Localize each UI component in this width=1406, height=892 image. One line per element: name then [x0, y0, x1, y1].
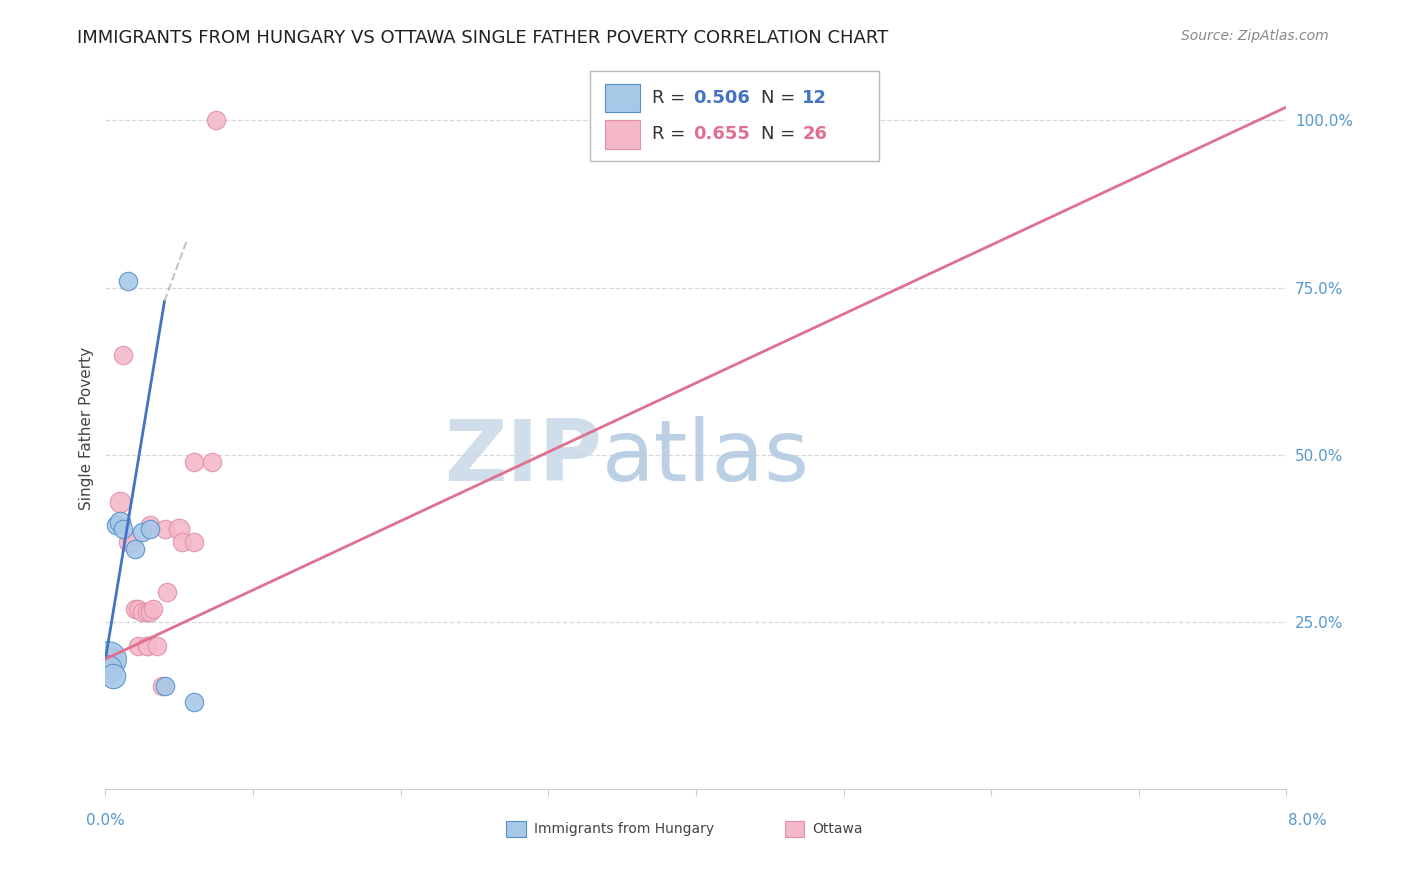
- Point: [146, 639, 169, 653]
- Point: [112, 521, 135, 535]
- Point: [150, 679, 173, 693]
- Point: [97, 652, 120, 666]
- Point: [142, 602, 165, 616]
- Text: 0.0%: 0.0%: [86, 814, 125, 828]
- Text: Source: ZipAtlas.com: Source: ZipAtlas.com: [1181, 29, 1329, 43]
- Point: [97, 662, 120, 676]
- Point: [101, 648, 124, 663]
- Text: Immigrants from Hungary: Immigrants from Hungary: [534, 822, 714, 836]
- Point: [183, 696, 205, 710]
- Point: [121, 535, 143, 549]
- Point: [101, 669, 124, 683]
- Point: [110, 494, 132, 508]
- Text: atlas: atlas: [602, 416, 810, 499]
- Point: [183, 535, 205, 549]
- Point: [124, 602, 146, 616]
- Point: [127, 639, 149, 653]
- Point: [104, 518, 127, 533]
- FancyBboxPatch shape: [605, 84, 641, 112]
- Point: [156, 585, 179, 599]
- Text: 0.655: 0.655: [693, 125, 751, 143]
- Point: [127, 602, 149, 616]
- Point: [153, 521, 176, 535]
- Text: 12: 12: [803, 89, 827, 107]
- Point: [172, 535, 194, 549]
- Text: R =: R =: [652, 89, 692, 107]
- Point: [124, 541, 146, 556]
- Point: [117, 535, 139, 549]
- Text: 0.506: 0.506: [693, 89, 751, 107]
- Y-axis label: Single Father Poverty: Single Father Poverty: [79, 347, 94, 509]
- Point: [131, 524, 153, 539]
- Text: 8.0%: 8.0%: [1288, 814, 1327, 828]
- Point: [110, 515, 132, 529]
- Text: IMMIGRANTS FROM HUNGARY VS OTTAWA SINGLE FATHER POVERTY CORRELATION CHART: IMMIGRANTS FROM HUNGARY VS OTTAWA SINGLE…: [77, 29, 889, 46]
- Point: [117, 274, 139, 288]
- Point: [135, 639, 157, 653]
- Point: [135, 605, 157, 619]
- Text: R =: R =: [652, 125, 692, 143]
- FancyBboxPatch shape: [605, 120, 641, 149]
- Text: N =: N =: [761, 89, 801, 107]
- Point: [97, 655, 120, 669]
- Point: [138, 518, 162, 533]
- Point: [138, 521, 162, 535]
- Point: [131, 605, 153, 619]
- Point: [201, 455, 224, 469]
- FancyBboxPatch shape: [589, 70, 879, 161]
- Text: ZIP: ZIP: [444, 416, 602, 499]
- Point: [138, 605, 162, 619]
- Point: [112, 348, 135, 362]
- Text: 26: 26: [803, 125, 827, 143]
- Point: [169, 521, 191, 535]
- Point: [183, 455, 205, 469]
- Text: N =: N =: [761, 125, 801, 143]
- Point: [205, 113, 228, 128]
- Point: [153, 679, 176, 693]
- Point: [135, 639, 157, 653]
- Text: Ottawa: Ottawa: [813, 822, 863, 836]
